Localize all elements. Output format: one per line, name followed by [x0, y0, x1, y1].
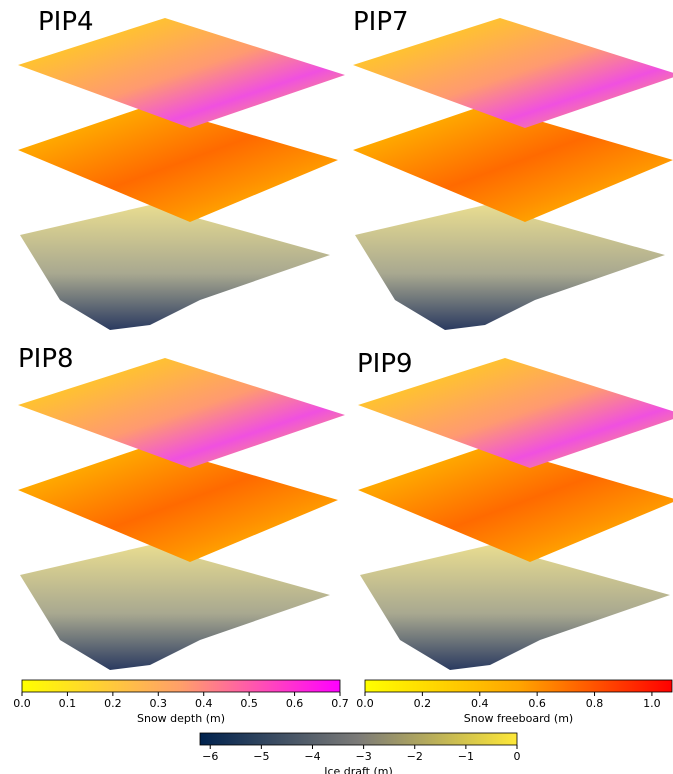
tick-label: 0.8: [586, 697, 604, 710]
tick-label: 0.1: [59, 697, 77, 710]
tick-label: −1: [458, 750, 474, 763]
tick-label: −2: [407, 750, 423, 763]
colorbar: [364, 679, 673, 693]
tick-label: −3: [356, 750, 372, 763]
tick-label: 0.0: [356, 697, 374, 710]
snow-freeboard-surface: [353, 105, 673, 222]
colorbar-label: Snow freeboard (m): [464, 712, 573, 725]
colorbars: 0.0 0.1 0.2 0.3 0.4 0.5 0.6 0.7 Snow depth (m) 0.…: [13, 679, 673, 774]
tick-label: 0.2: [104, 697, 122, 710]
tick-label: 0.6: [286, 697, 304, 710]
panel: PIP9: [357, 349, 673, 670]
ice-draft-surface: [360, 545, 670, 670]
panel: PIP4: [18, 7, 345, 330]
tick-label: 0.2: [414, 697, 432, 710]
ice-draft-surface: [20, 205, 330, 330]
snow-freeboard-surface: [18, 445, 338, 562]
colorbar: [21, 679, 341, 693]
colorbar: [199, 732, 518, 746]
tick-label: 1.0: [643, 697, 661, 710]
snow-depth-surface: [18, 358, 345, 468]
snow-depth-surface: [353, 18, 673, 128]
snow-freeboard-surface: [358, 445, 673, 562]
surfaces: PIP4 PIP7 PIP8 PIP9: [18, 7, 673, 670]
tick-label: −6: [202, 750, 218, 763]
snow-depth-surface: [18, 18, 345, 128]
tick-label: 0.5: [240, 697, 258, 710]
colorbar-label: Snow depth (m): [137, 712, 225, 725]
tick-label: 0.4: [471, 697, 489, 710]
tick-label: −5: [253, 750, 269, 763]
tick-label: 0.0: [13, 697, 31, 710]
tick-label: 0.3: [150, 697, 168, 710]
ice-draft-surface: [355, 205, 665, 330]
tick-label: 0.7: [331, 697, 349, 710]
panel-title: PIP8: [18, 344, 74, 374]
panel-title: PIP4: [38, 7, 94, 37]
snow-freeboard-surface: [18, 105, 338, 222]
panel: PIP8: [18, 344, 345, 670]
colorbar-label: Ice draft (m): [324, 765, 393, 774]
tick-label: −4: [304, 750, 320, 763]
tick-label: 0.4: [195, 697, 213, 710]
panel-title: PIP7: [353, 7, 409, 37]
panel-title: PIP9: [357, 349, 413, 379]
tick-label: 0.6: [528, 697, 546, 710]
panel: PIP7: [353, 7, 673, 330]
snow-depth-surface: [358, 358, 673, 468]
ice-draft-surface: [20, 545, 330, 670]
tick-label: 0: [514, 750, 521, 763]
